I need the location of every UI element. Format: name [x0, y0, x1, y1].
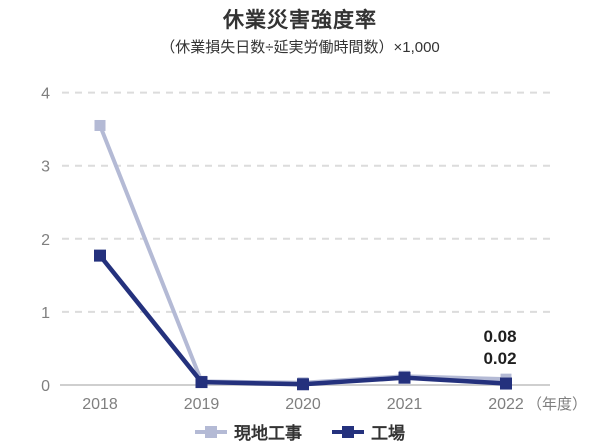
legend-item-genchi-koji: 現地工事	[195, 419, 302, 444]
y-tick-label-4: 4	[41, 86, 50, 103]
y-tick-label-3: 3	[41, 159, 50, 176]
x-tick-label-2018: 2018	[82, 396, 118, 413]
chart-legend: 現地工事 工場	[0, 419, 600, 444]
legend-marker-kojo-icon	[332, 425, 364, 438]
series-1-marker-2022	[500, 377, 512, 390]
x-tick-label-2022: 2022	[488, 396, 524, 413]
y-tick-label-2: 2	[41, 232, 50, 249]
chart-title: 休業災害強度率	[223, 9, 377, 32]
x-axis-unit-label: （年度）	[527, 396, 587, 413]
x-tick-label-2021: 2021	[387, 396, 423, 413]
series-0-marker-2018	[94, 119, 106, 131]
legend-label-genchi-koji: 現地工事	[234, 424, 302, 443]
series-1-marker-2019	[195, 376, 208, 389]
y-tick-label-1: 1	[41, 305, 50, 322]
legend-marker-genchi-koji-icon	[195, 425, 227, 438]
series-1-marker-2021	[398, 371, 411, 384]
chart-subtitle: （休業損失日数÷延実労働時間数）×1,000	[160, 39, 440, 56]
legend-label-kojo: 工場	[371, 424, 405, 443]
data-label-現地工事: 0.08	[483, 327, 516, 346]
data-label-工場: 0.02	[483, 349, 516, 368]
x-tick-label-2020: 2020	[285, 396, 321, 413]
line-chart: 0 1 2 3 4 2018 2019 2020 2021 2022 （年度） 0.08 0.02	[41, 86, 587, 413]
legend-item-kojo: 工場	[332, 419, 405, 444]
series-1-marker-2020	[297, 378, 309, 391]
x-tick-label-2019: 2019	[184, 396, 220, 413]
series-line-0	[98, 124, 507, 385]
series-1-marker-2018	[94, 249, 106, 262]
y-tick-label-0: 0	[41, 378, 50, 395]
